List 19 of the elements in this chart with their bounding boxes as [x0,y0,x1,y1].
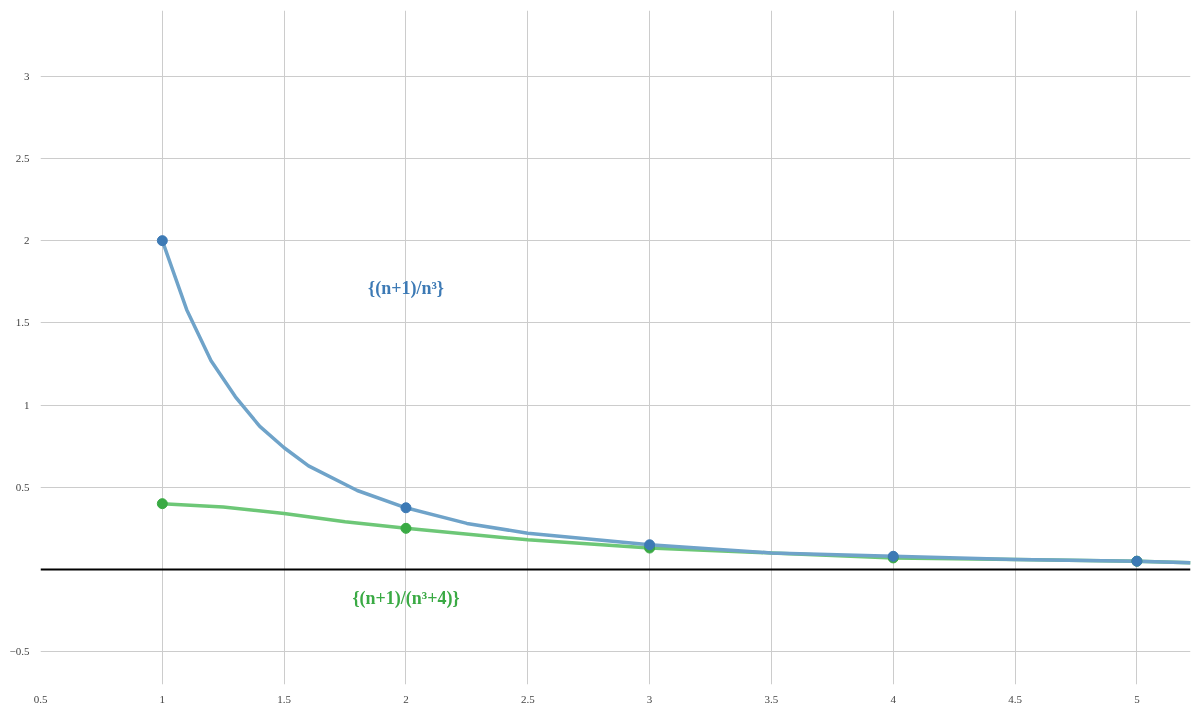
text: {(n+1)/(n³+4)} [352,588,460,610]
x-tick-label: 4.5 [1008,692,1023,705]
y-tick-label: 3 [24,69,30,82]
y-tick-label: 1 [24,398,30,411]
x-tick-label: 4 [890,692,897,705]
y-tick-label: 2.5 [15,151,30,164]
x-tick-label: 3.5 [764,692,779,705]
x-tick-label: 5 [1134,692,1141,705]
x-tick-label: 3 [646,692,653,705]
x-tick-label: 2 [403,692,409,705]
x-tick-label: 1 [159,692,166,705]
x-tick-label: 1.5 [277,692,292,705]
x-tick-label: 0.5 [33,692,48,705]
x-tick-label: 2.5 [520,692,536,705]
y-tick-label: 1.5 [15,316,30,329]
text: {(n+1)/n³} [368,277,444,299]
y-tick-label: 2 [24,234,30,247]
y-tick-label: −0.5 [9,645,30,658]
y-tick-label: 0.5 [15,480,30,493]
